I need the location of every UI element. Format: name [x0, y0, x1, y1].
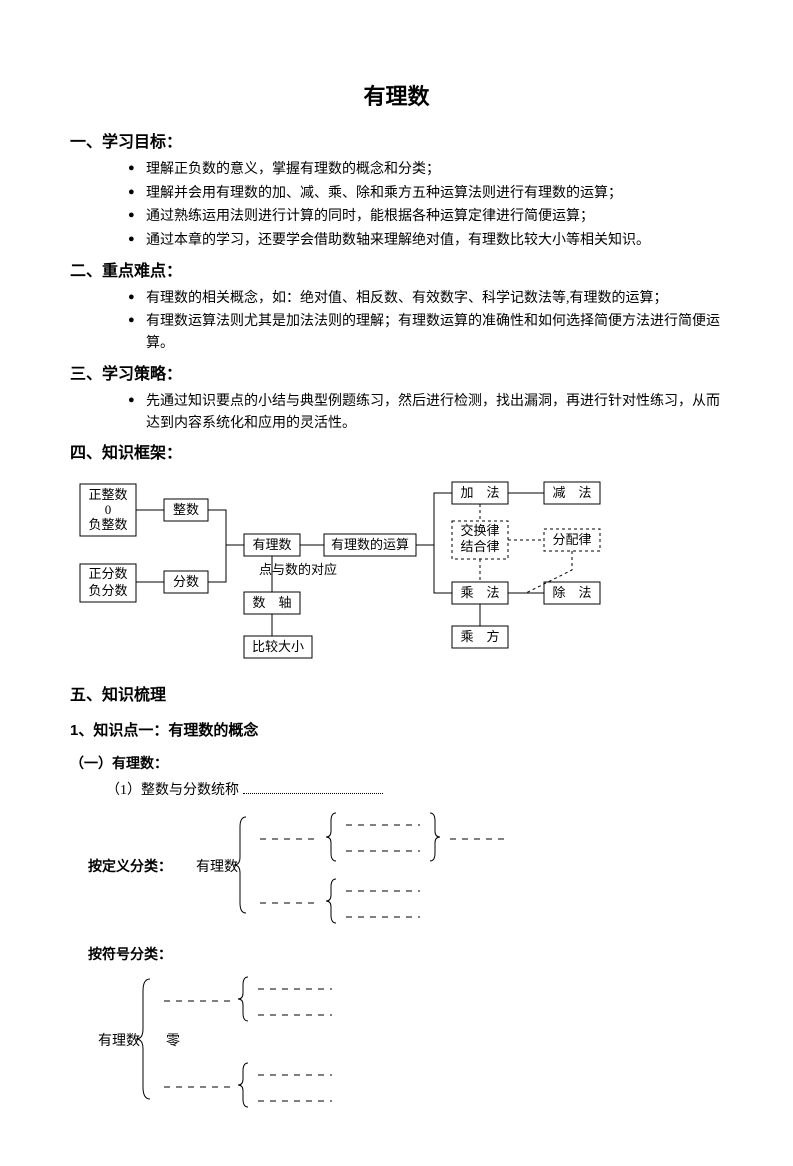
section2-head: 二、重点难点： [70, 260, 723, 284]
node-mul: 乘 法 [460, 585, 499, 600]
section3-list: 先通过知识要点的小结与典型例题练习，然后进行检测，找出漏洞，再进行针对性练习，从… [70, 391, 723, 434]
label-point-num: 点与数的对应 [259, 562, 337, 577]
node-add: 加 法 [460, 485, 499, 500]
label-rational-2: 有理数 [98, 1033, 140, 1049]
label-zero: 零 [166, 1033, 180, 1049]
section3-head: 三、学习策略： [70, 363, 723, 387]
label-by-sign: 按符号分类： [88, 944, 723, 965]
classification-by-definition: 按定义分类： 有理数 [88, 807, 723, 934]
node-law-comm: 交换律 [460, 523, 499, 538]
section1-head: 一、学习目标： [70, 131, 723, 155]
section1-list: 理解正负数的意义，掌握有理数的概念和分类； 理解并会用有理数的加、减、乘、除和乘… [70, 159, 723, 252]
section5-head: 五、知识梳理 [70, 684, 723, 708]
node-pos-int: 正整数 [88, 487, 127, 502]
node-pos-frac: 正分数 [88, 566, 127, 581]
node-neg-int: 负整数 [88, 517, 127, 532]
node-frac: 分数 [173, 574, 199, 589]
section2-list: 有理数的相关概念，如：绝对值、相反数、有效数字、科学记数法等,有理数的运算； 有… [70, 288, 723, 355]
kp1-line: （1）整数与分数统称 [106, 780, 723, 801]
node-sub: 减 法 [552, 485, 591, 500]
list-item: 通过熟练运用法则进行计算的同时，能根据各种运算定律进行简便运算； [128, 206, 723, 228]
node-zero: 0 [105, 502, 112, 517]
blank-fill [243, 793, 383, 794]
list-item: 理解并会用有理数的加、减、乘、除和乘方五种运算法则进行有理数的运算； [128, 183, 723, 205]
node-neg-frac: 负分数 [88, 583, 127, 598]
node-law-dist: 分配律 [552, 532, 591, 547]
label-rational: 有理数 [196, 859, 238, 875]
list-item: 有理数的相关概念，如：绝对值、相反数、有效数字、科学记数法等,有理数的运算； [128, 288, 723, 310]
list-item: 通过本章的学习，还要学会借助数轴来理解绝对值，有理数比较大小等相关知识。 [128, 230, 723, 252]
kp1-text: （1）整数与分数统称 [106, 783, 239, 798]
node-axis: 数 轴 [252, 595, 291, 610]
kp1-sub: （一）有理数： [70, 753, 723, 774]
kp1-head: 1、知识点一：有理数的概念 [70, 720, 723, 743]
label-by-def: 按定义分类： [88, 858, 172, 874]
list-item: 理解正负数的意义，掌握有理数的概念和分类； [128, 159, 723, 181]
knowledge-flowchart: 正整数 0 负整数 整数 正分数 负分数 分数 有理数 有理数的运算 点与数的对… [78, 474, 723, 676]
classification-by-sign: 有理数 零 [88, 971, 723, 1118]
node-int: 整数 [173, 502, 199, 517]
page-title: 有理数 [70, 80, 723, 113]
section4-head: 四、知识框架： [70, 442, 723, 466]
list-item: 先通过知识要点的小结与典型例题练习，然后进行检测，找出漏洞，再进行针对性练习，从… [128, 391, 723, 434]
node-compare: 比较大小 [252, 639, 304, 654]
node-pow: 乘 方 [460, 629, 499, 644]
list-item: 有理数运算法则尤其是加法法则的理解；有理数运算的准确性和如何选择简便方法进行简便… [128, 311, 723, 354]
node-div: 除 法 [552, 585, 591, 600]
node-law-assoc: 结合律 [460, 539, 499, 554]
node-ops: 有理数的运算 [331, 537, 409, 552]
node-rational: 有理数 [252, 537, 291, 552]
